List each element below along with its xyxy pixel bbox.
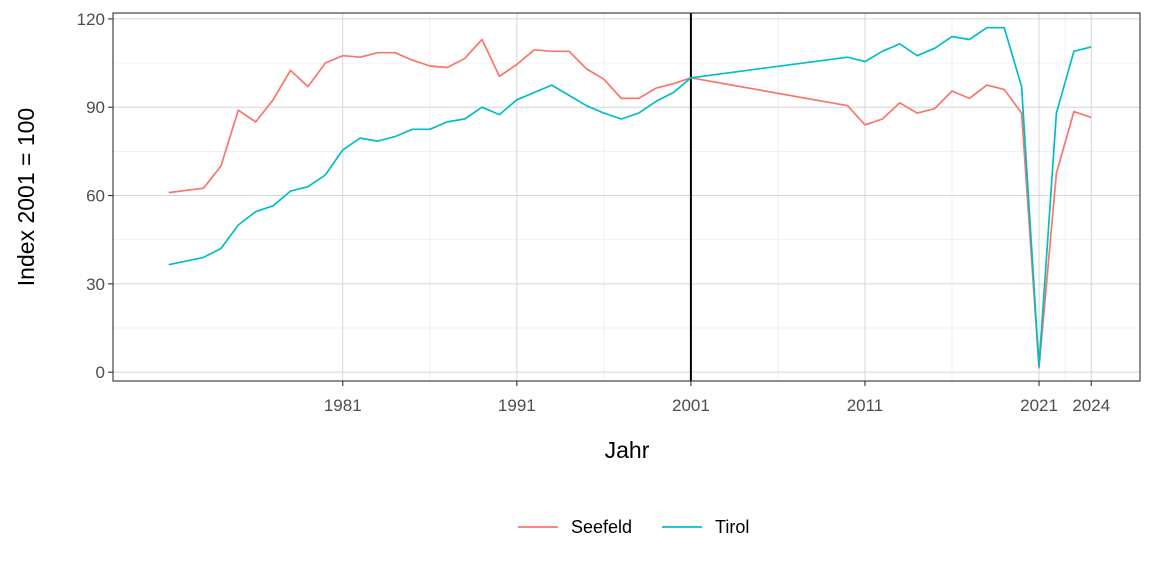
y-tick-label: 0 <box>96 363 105 382</box>
y-tick-label: 60 <box>86 187 105 206</box>
x-tick-label: 2024 <box>1072 396 1110 415</box>
series-line-seefeld <box>168 38 1092 369</box>
y-tick-label: 30 <box>86 275 105 294</box>
x-tick-label: 1991 <box>498 396 536 415</box>
x-tick-label: 2021 <box>1020 396 1058 415</box>
legend-label-tirol: Tirol <box>715 517 749 537</box>
legend-label-seefeld: Seefeld <box>571 517 632 537</box>
x-tick-label: 2011 <box>847 396 884 415</box>
grid-minor <box>113 13 1140 381</box>
plot-panel <box>113 13 1140 381</box>
series-lines <box>168 26 1092 369</box>
x-tick-labels: 1981 1991 2001 2011 2021 2024 <box>324 396 1110 415</box>
y-tick-labels: 0 30 60 90 120 <box>77 10 105 382</box>
x-axis-title: Jahr <box>605 437 650 463</box>
plot-border <box>112 12 1141 382</box>
y-tick-label: 90 <box>86 98 105 117</box>
x-tick-label: 1981 <box>324 396 362 415</box>
series-line-tirol <box>168 26 1092 368</box>
axis-ticks <box>108 18 1092 386</box>
y-tick-label: 120 <box>77 10 105 29</box>
y-axis-title: Index 2001 = 100 <box>13 108 39 286</box>
legend: Seefeld Tirol <box>518 517 749 537</box>
x-tick-label: 2001 <box>672 396 710 415</box>
